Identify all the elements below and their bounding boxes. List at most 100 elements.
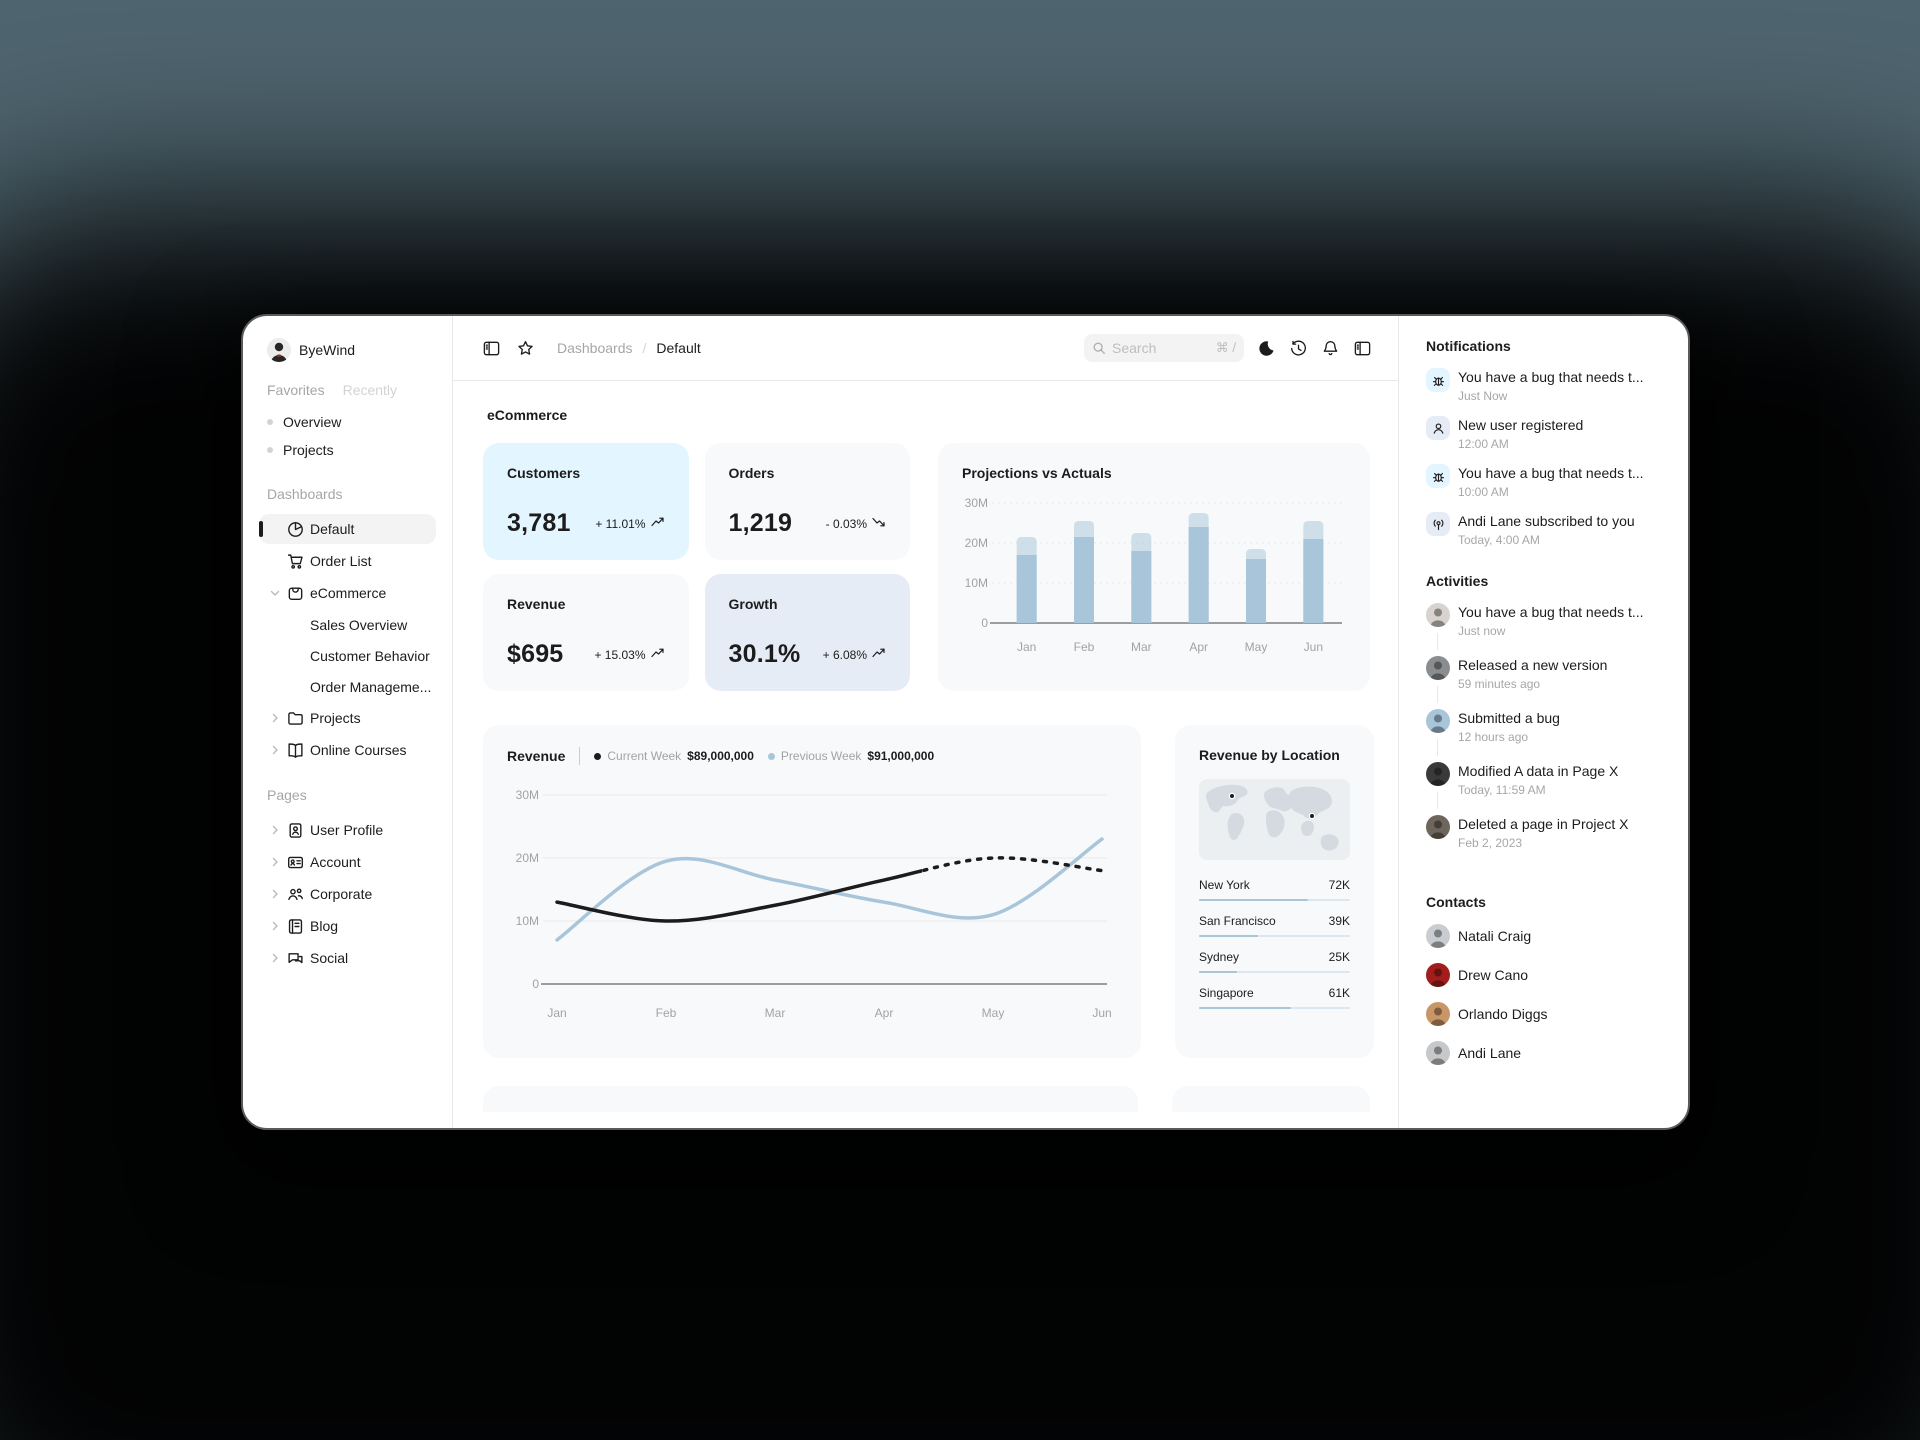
bell-icon[interactable] bbox=[1320, 338, 1340, 358]
sidebar-toggle-icon[interactable] bbox=[481, 338, 501, 358]
svg-text:30M: 30M bbox=[516, 788, 539, 802]
sidebar-item-user-profile[interactable]: User Profile bbox=[259, 815, 436, 845]
notification-item[interactable]: New user registered 12:00 AM bbox=[1426, 416, 1661, 451]
activity-item[interactable]: Modified A data in Page X Today, 11:59 AM bbox=[1426, 762, 1661, 815]
svg-text:Feb: Feb bbox=[1074, 640, 1095, 654]
kpi-card-orders[interactable]: Orders 1,219 - 0.03% bbox=[704, 443, 910, 560]
star-icon[interactable] bbox=[515, 338, 535, 358]
sidebar-item-label: Projects bbox=[283, 442, 334, 458]
contact-andi-lane[interactable]: Andi Lane bbox=[1426, 1041, 1661, 1065]
activity-item[interactable]: Released a new version 59 minutes ago bbox=[1426, 656, 1661, 709]
search-input[interactable] bbox=[1112, 340, 1210, 356]
sidebar: ByeWind Favorites Recently Overview Proj… bbox=[243, 316, 453, 1128]
svg-text:May: May bbox=[1245, 640, 1268, 654]
breadcrumb-default[interactable]: Default bbox=[656, 340, 701, 356]
contacts-title: Contacts bbox=[1426, 894, 1486, 910]
svg-text:10M: 10M bbox=[516, 914, 539, 928]
app-window: ByeWind Favorites Recently Overview Proj… bbox=[241, 314, 1690, 1130]
notification-item[interactable]: You have a bug that needs t... Just Now bbox=[1426, 368, 1661, 403]
sidebar-item-label: Order List bbox=[310, 553, 372, 569]
activity-item[interactable]: Submitted a bug 12 hours ago bbox=[1426, 709, 1661, 762]
kpi-delta: + 15.03% bbox=[594, 647, 664, 662]
svg-text:Jun: Jun bbox=[1092, 1006, 1111, 1020]
svg-text:Apr: Apr bbox=[1189, 640, 1208, 654]
sidebar-item-default[interactable]: Default bbox=[259, 514, 436, 544]
kpi-label: Revenue bbox=[507, 596, 566, 612]
kpi-card-revenue[interactable]: Revenue $695 + 15.03% bbox=[483, 574, 689, 691]
bug-icon bbox=[1426, 368, 1450, 392]
sidebar-item-account[interactable]: Account bbox=[259, 847, 436, 877]
kpi-label: Growth bbox=[728, 596, 778, 612]
users-icon bbox=[287, 886, 304, 903]
sidebar-item-label: eCommerce bbox=[310, 585, 387, 601]
location-row-singapore[interactable]: Singapore 61K bbox=[1199, 986, 1350, 1009]
chevron-right-icon bbox=[267, 886, 283, 902]
sidebar-item-corporate[interactable]: Corporate bbox=[259, 879, 436, 909]
panel-right-icon[interactable] bbox=[1352, 338, 1372, 358]
section-title-dashboards: Dashboards bbox=[267, 486, 343, 502]
sidebar-item-projects-fav[interactable]: Projects bbox=[259, 436, 436, 464]
activity-item[interactable]: You have a bug that needs t... Just now bbox=[1426, 603, 1661, 656]
chart-title: Projections vs Actuals bbox=[962, 465, 1112, 481]
projections-vs-actuals-card: Projections vs Actuals 0 10M 20M 30M Jan Feb M… bbox=[938, 443, 1370, 691]
svg-text:Mar: Mar bbox=[1131, 640, 1152, 654]
workspace-switcher[interactable]: ByeWind bbox=[259, 334, 436, 366]
location-row-sydney[interactable]: Sydney 25K bbox=[1199, 950, 1350, 973]
search-icon bbox=[1093, 342, 1105, 354]
location-row-new-york[interactable]: New York 72K bbox=[1199, 878, 1350, 901]
sidebar-item-ecommerce[interactable]: eCommerce bbox=[259, 578, 436, 608]
kpi-value: 3,781 bbox=[507, 509, 571, 537]
sidebar-item-order-management[interactable]: Order Manageme... bbox=[259, 672, 436, 701]
notifications-title: Notifications bbox=[1426, 338, 1511, 354]
svg-text:0: 0 bbox=[532, 977, 539, 991]
main-area: Dashboards / Default ⌘ / bbox=[453, 316, 1398, 1128]
sidebar-item-label: Social bbox=[310, 950, 349, 966]
cart-icon bbox=[287, 553, 304, 570]
notification-item[interactable]: Andi Lane subscribed to you Today, 4:00 A… bbox=[1426, 512, 1661, 547]
search-box[interactable]: ⌘ / bbox=[1084, 334, 1244, 362]
chevron-right-icon bbox=[267, 854, 283, 870]
kpi-value: $695 bbox=[507, 640, 564, 668]
svg-text:Jun: Jun bbox=[1304, 640, 1323, 654]
kpi-value: 30.1% bbox=[728, 640, 801, 668]
history-icon[interactable] bbox=[1288, 338, 1308, 358]
section-title-pages: Pages bbox=[267, 787, 307, 803]
sidebar-item-blog[interactable]: Blog bbox=[259, 911, 436, 941]
bug-icon bbox=[1426, 464, 1450, 488]
contact-orlando-diggs[interactable]: Orlando Diggs bbox=[1426, 1002, 1661, 1026]
contact-drew-cano[interactable]: Drew Cano bbox=[1426, 963, 1661, 987]
sidebar-item-order-list[interactable]: Order List bbox=[259, 546, 436, 576]
breadcrumb-separator: / bbox=[642, 340, 647, 356]
sidebar-item-overview[interactable]: Overview bbox=[259, 408, 436, 436]
sidebar-item-projects[interactable]: Projects bbox=[259, 703, 436, 733]
sidebar-item-online-courses[interactable]: Online Courses bbox=[259, 735, 436, 765]
tab-favorites[interactable]: Favorites bbox=[267, 382, 325, 398]
contact-natali-craig[interactable]: Natali Craig bbox=[1426, 924, 1661, 948]
location-row-san-francisco[interactable]: San Francisco 39K bbox=[1199, 914, 1350, 937]
kpi-card-growth[interactable]: Growth 30.1% + 6.08% bbox=[704, 574, 910, 691]
tab-recently[interactable]: Recently bbox=[342, 382, 398, 398]
bullet-dot bbox=[267, 419, 273, 425]
dark-mode-icon[interactable] bbox=[1256, 338, 1276, 358]
breadcrumb-dashboards[interactable]: Dashboards bbox=[557, 340, 633, 356]
partial-card bbox=[483, 1086, 1138, 1112]
notification-item[interactable]: You have a bug that needs t... 10:00 AM bbox=[1426, 464, 1661, 499]
svg-text:30M: 30M bbox=[965, 496, 988, 510]
sidebar-item-sales-overview[interactable]: Sales Overview bbox=[259, 610, 436, 639]
sidebar-item-label: Order Manageme... bbox=[310, 678, 432, 695]
sidebar-item-customer-behavior[interactable]: Customer Behavior bbox=[259, 641, 436, 670]
kpi-delta: + 6.08% bbox=[823, 647, 886, 662]
avatar bbox=[1426, 656, 1450, 680]
kpi-card-customers[interactable]: Customers 3,781 + 11.01% bbox=[483, 443, 689, 560]
workspace-name: ByeWind bbox=[299, 342, 356, 358]
sidebar-item-social[interactable]: Social bbox=[259, 943, 436, 973]
map-marker-new-york bbox=[1228, 792, 1236, 800]
activity-item[interactable]: Deleted a page in Project X Feb 2, 2023 bbox=[1426, 815, 1661, 868]
avatar bbox=[1426, 815, 1450, 839]
svg-text:20M: 20M bbox=[965, 536, 988, 550]
avatar bbox=[1426, 762, 1450, 786]
sidebar-item-label: Projects bbox=[310, 710, 361, 726]
svg-text:May: May bbox=[982, 1006, 1005, 1020]
kpi-value: 1,219 bbox=[728, 509, 793, 537]
